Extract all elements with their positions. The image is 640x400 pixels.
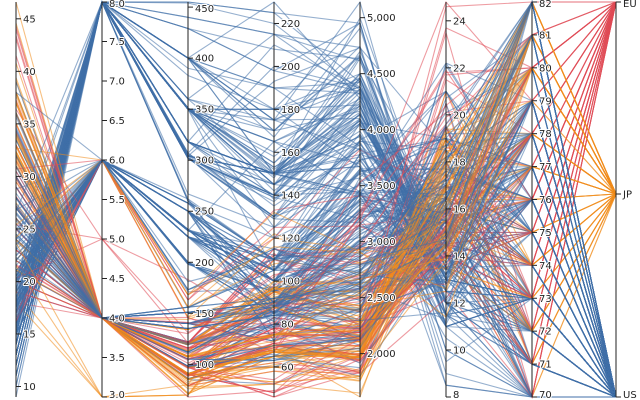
tick-label: 3,500 bbox=[367, 181, 396, 192]
tick-label: 22 bbox=[453, 63, 466, 74]
tick-label: 30 bbox=[23, 172, 36, 183]
tick-label: 5.5 bbox=[109, 195, 125, 206]
axis-4: 60 80 100 120 140 160 180 200 220 bbox=[273, 2, 301, 397]
tick-label: 450 bbox=[195, 4, 214, 15]
tick-label: 71 bbox=[539, 360, 552, 371]
tick-label: 120 bbox=[281, 234, 300, 245]
tick-label: 25 bbox=[23, 224, 36, 235]
tick-label: 45 bbox=[23, 14, 36, 25]
record-line-388 bbox=[15, 0, 617, 398]
record-line-385 bbox=[15, 1, 616, 385]
record-line-380 bbox=[15, 0, 617, 398]
tick-label: 250 bbox=[195, 207, 214, 218]
record-line-353 bbox=[15, 33, 617, 296]
record-line-357 bbox=[15, 33, 617, 398]
tick-label: 4,000 bbox=[367, 125, 396, 136]
tick-label: 20 bbox=[23, 277, 36, 288]
tick-label: 150 bbox=[195, 309, 214, 320]
tick-label: 20 bbox=[453, 110, 466, 121]
tick-label: 10 bbox=[453, 345, 466, 356]
tick-label: 2,500 bbox=[367, 293, 396, 304]
tick-label: EU bbox=[623, 0, 637, 10]
record-line-377 bbox=[15, 0, 617, 398]
tick-label: 200 bbox=[281, 62, 300, 73]
tick-label: 74 bbox=[539, 261, 552, 272]
tick-label: 8.0 bbox=[109, 0, 125, 10]
tick-label: 18 bbox=[453, 157, 466, 168]
record-line-86 bbox=[15, 1, 617, 398]
tick-label: 160 bbox=[281, 148, 300, 159]
tick-label: 4,500 bbox=[367, 69, 396, 80]
record-line-38 bbox=[15, 0, 617, 398]
axis-1: 10 15 20 25 30 35 40 45 bbox=[15, 2, 37, 397]
tick-label: 76 bbox=[539, 195, 552, 206]
record-line-381 bbox=[15, 0, 617, 320]
tick-label: 6.0 bbox=[109, 156, 125, 167]
tick-label: 220 bbox=[281, 19, 300, 30]
tick-label: 78 bbox=[539, 129, 552, 140]
tick-label: 79 bbox=[539, 96, 552, 107]
tick-label: 60 bbox=[281, 362, 294, 373]
tick-label: 3.0 bbox=[109, 390, 125, 400]
tick-label: 140 bbox=[281, 191, 300, 202]
tick-label: 300 bbox=[195, 156, 214, 167]
tick-label: 35 bbox=[23, 119, 36, 130]
axis-8: US JP EU bbox=[615, 0, 638, 400]
tick-label: 82 bbox=[539, 0, 552, 10]
tick-label: 12 bbox=[453, 298, 466, 309]
record-line-292 bbox=[15, 1, 617, 332]
tick-label: 4.0 bbox=[109, 314, 125, 325]
tick-label: 180 bbox=[281, 105, 300, 116]
tick-label: 72 bbox=[539, 327, 552, 338]
tick-label: 16 bbox=[453, 204, 466, 215]
tick-label: 80 bbox=[281, 320, 294, 331]
polylines-layer bbox=[15, 0, 617, 399]
record-line-354 bbox=[15, 33, 617, 319]
axes-layer: 10 15 20 25 30 35 40 45 3.0 3.5 4.0 4.5 5.0 5.5 6.0 6.5… bbox=[15, 0, 638, 400]
record-line-384 bbox=[15, 0, 617, 398]
tick-label: 81 bbox=[539, 30, 552, 41]
tick-label: 4.5 bbox=[109, 274, 125, 285]
tick-label: 400 bbox=[195, 54, 214, 65]
tick-label: 15 bbox=[23, 329, 36, 340]
axis-5: 2,000 2,500 3,000 3,500 4,000 4,500 5,000 bbox=[359, 2, 397, 397]
tick-label: 80 bbox=[539, 63, 552, 74]
tick-label: 7.0 bbox=[109, 77, 125, 88]
tick-label: 70 bbox=[539, 390, 552, 400]
tick-label: 7.5 bbox=[109, 37, 125, 48]
tick-label: US bbox=[623, 390, 637, 400]
tick-label: 200 bbox=[195, 258, 214, 269]
tick-label: 350 bbox=[195, 105, 214, 116]
tick-label: 77 bbox=[539, 162, 552, 173]
record-line-383 bbox=[15, 0, 617, 398]
tick-label: 5,000 bbox=[367, 13, 396, 24]
tick-label: 73 bbox=[539, 294, 552, 305]
tick-label: 3,000 bbox=[367, 237, 396, 248]
tick-label: 100 bbox=[195, 360, 214, 371]
tick-label: 2,000 bbox=[367, 349, 396, 360]
tick-label: 40 bbox=[23, 67, 36, 78]
tick-label: JP bbox=[622, 190, 632, 201]
tick-label: 5.0 bbox=[109, 235, 125, 246]
tick-label: 8 bbox=[453, 390, 459, 400]
record-line-358 bbox=[15, 33, 617, 398]
axis-7: 70 71 72 73 74 75 76 77 78 79 80 81 82 bbox=[531, 0, 553, 400]
axis-3: 100 150 200 250 300 350 400 450 bbox=[187, 2, 215, 397]
axis-2: 3.0 3.5 4.0 4.5 5.0 5.5 6.0 6.5 7.0 7.5 8.0 bbox=[101, 0, 126, 400]
tick-label: 24 bbox=[453, 16, 466, 27]
tick-label: 75 bbox=[539, 228, 552, 239]
tick-label: 10 bbox=[23, 382, 36, 393]
record-line-226 bbox=[15, 1, 617, 398]
tick-label: 100 bbox=[281, 277, 300, 288]
record-line-386 bbox=[15, 1, 617, 398]
tick-label: 6.5 bbox=[109, 116, 125, 127]
tick-label: 3.5 bbox=[109, 353, 125, 364]
tick-label: 14 bbox=[453, 251, 466, 262]
axis-6: 8 10 12 14 16 18 20 22 24 bbox=[445, 2, 467, 400]
